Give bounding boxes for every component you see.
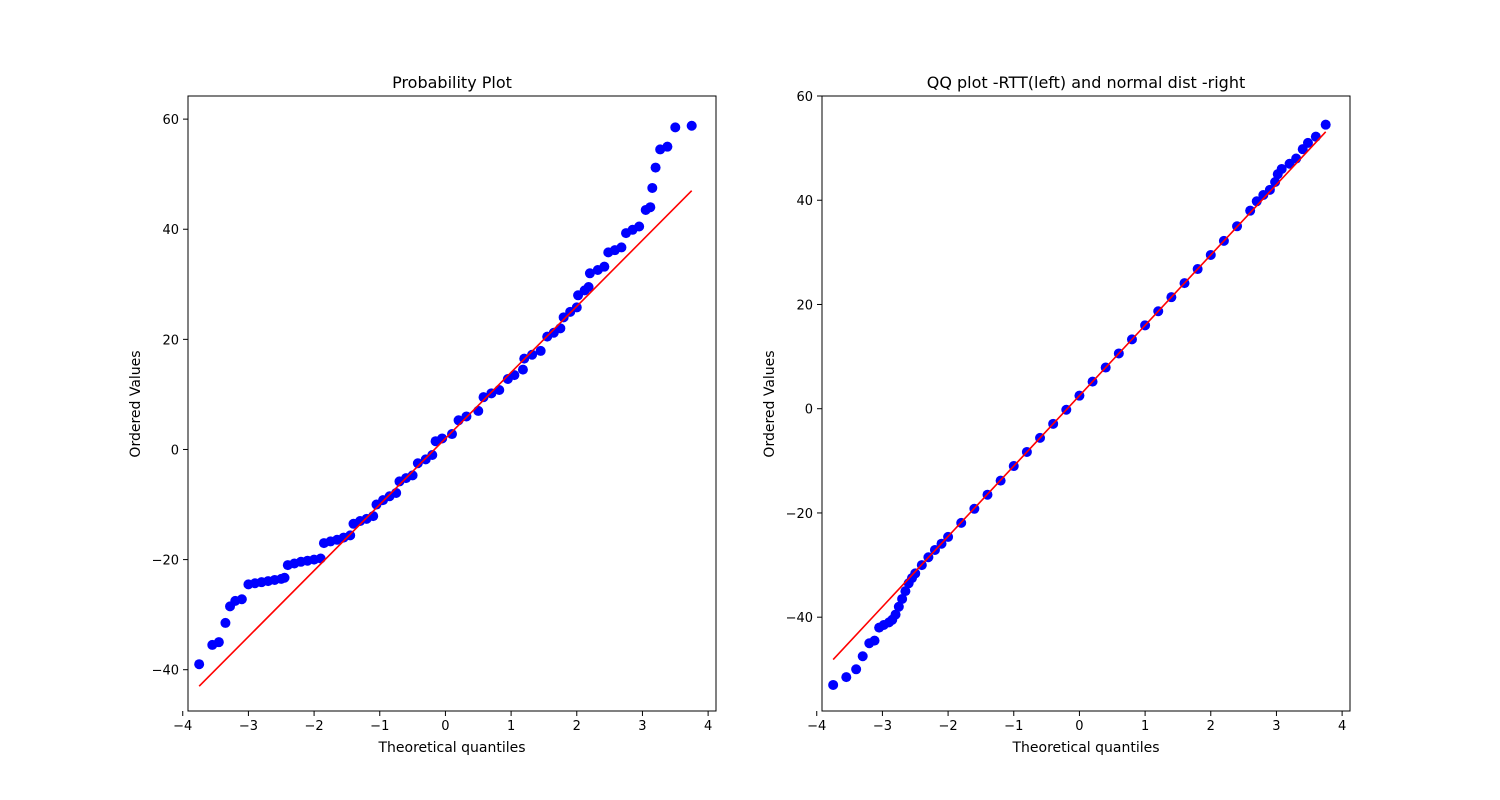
data-point — [194, 659, 205, 670]
data-point — [1310, 131, 1321, 142]
data-point — [890, 609, 901, 620]
y-tick-label: 40 — [162, 223, 179, 238]
y-tick-label: −40 — [152, 664, 179, 679]
data-point — [517, 364, 528, 375]
x-tick-label: −2 — [305, 719, 324, 734]
y-tick-label: 0 — [171, 443, 179, 458]
y-tick-label: 60 — [162, 113, 179, 128]
data-point — [478, 392, 489, 403]
data-point — [650, 162, 661, 173]
data-point — [616, 242, 627, 253]
x-tick-label: −3 — [239, 719, 258, 734]
y-axis-label: Ordered Values — [762, 350, 778, 457]
data-point — [1302, 137, 1313, 148]
data-point — [473, 405, 484, 416]
x-tick-label: 4 — [704, 719, 712, 734]
x-tick-label: −4 — [173, 719, 192, 734]
x-tick-label: −1 — [370, 719, 389, 734]
y-tick-label: 60 — [796, 90, 813, 105]
data-point — [1276, 163, 1287, 174]
data-point — [900, 586, 911, 597]
data-point — [910, 568, 921, 579]
x-tick-label: 3 — [638, 719, 646, 734]
y-tick-label: −40 — [786, 611, 813, 626]
probability-plot-panel: Probability Plot Theoretical quantiles O… — [128, 73, 717, 756]
y-tick-label: 40 — [796, 194, 813, 209]
data-point — [634, 221, 645, 232]
data-point — [869, 635, 880, 646]
fit-line — [832, 131, 1327, 661]
y-axis-label: Ordered Values — [128, 350, 144, 457]
x-axis-label: Theoretical quantiles — [1011, 740, 1159, 756]
x-tick-label: 2 — [1207, 719, 1215, 734]
x-tick-label: 3 — [1272, 719, 1280, 734]
data-point — [412, 458, 423, 469]
chart-title: Probability Plot — [392, 73, 512, 92]
data-point — [368, 511, 379, 522]
data-point — [897, 593, 908, 604]
y-tick-label: 20 — [796, 298, 813, 313]
data-point — [494, 385, 505, 396]
data-point — [662, 141, 673, 152]
data-point — [427, 449, 438, 460]
data-point — [670, 122, 681, 133]
y-tick-label: 20 — [162, 333, 179, 348]
x-tick-label: 0 — [441, 719, 449, 734]
data-point — [686, 120, 697, 131]
data-point — [220, 617, 231, 628]
data-point — [213, 637, 224, 648]
data-point — [583, 282, 594, 293]
data-point — [1320, 119, 1331, 130]
data-point — [893, 601, 904, 612]
x-axis-label: Theoretical quantiles — [377, 740, 525, 756]
data-point — [857, 651, 868, 662]
y-tick-label: −20 — [152, 554, 179, 569]
marks-layer — [828, 119, 1331, 690]
chart-title: QQ plot -RTT(left) and normal dist -righ… — [927, 73, 1246, 92]
data-point — [1245, 205, 1256, 216]
data-point — [647, 182, 658, 193]
data-point — [841, 672, 852, 683]
data-point — [437, 433, 448, 444]
x-tick-label: 1 — [507, 719, 515, 734]
x-tick-label: −3 — [873, 719, 892, 734]
x-tick-label: 2 — [573, 719, 581, 734]
data-point — [407, 470, 418, 481]
y-tick-label: 0 — [805, 403, 813, 418]
data-point — [555, 323, 566, 334]
data-point — [1264, 184, 1275, 195]
qq-plot-panel: QQ plot -RTT(left) and normal dist -righ… — [762, 73, 1351, 756]
marks-layer — [194, 120, 697, 687]
x-tick-label: 0 — [1075, 719, 1083, 734]
fit-line — [198, 190, 693, 687]
x-tick-label: 1 — [1141, 719, 1149, 734]
x-tick-label: −2 — [939, 719, 958, 734]
data-point — [236, 594, 247, 605]
x-tick-label: −1 — [1004, 719, 1023, 734]
data-point — [535, 345, 546, 356]
data-point — [828, 679, 839, 690]
data-point — [558, 312, 569, 323]
data-point — [315, 553, 326, 564]
data-point — [851, 664, 862, 675]
x-tick-label: −4 — [807, 719, 826, 734]
data-point — [527, 349, 538, 360]
y-tick-label: −20 — [786, 507, 813, 522]
x-tick-label: 4 — [1338, 719, 1346, 734]
data-point — [391, 487, 402, 498]
data-point — [599, 261, 610, 272]
data-point — [279, 572, 290, 583]
data-point — [1291, 153, 1302, 164]
data-point — [645, 202, 656, 213]
axes-frame — [821, 95, 1351, 712]
axes-frame — [187, 95, 717, 712]
data-point — [584, 268, 595, 279]
data-point — [447, 429, 457, 440]
